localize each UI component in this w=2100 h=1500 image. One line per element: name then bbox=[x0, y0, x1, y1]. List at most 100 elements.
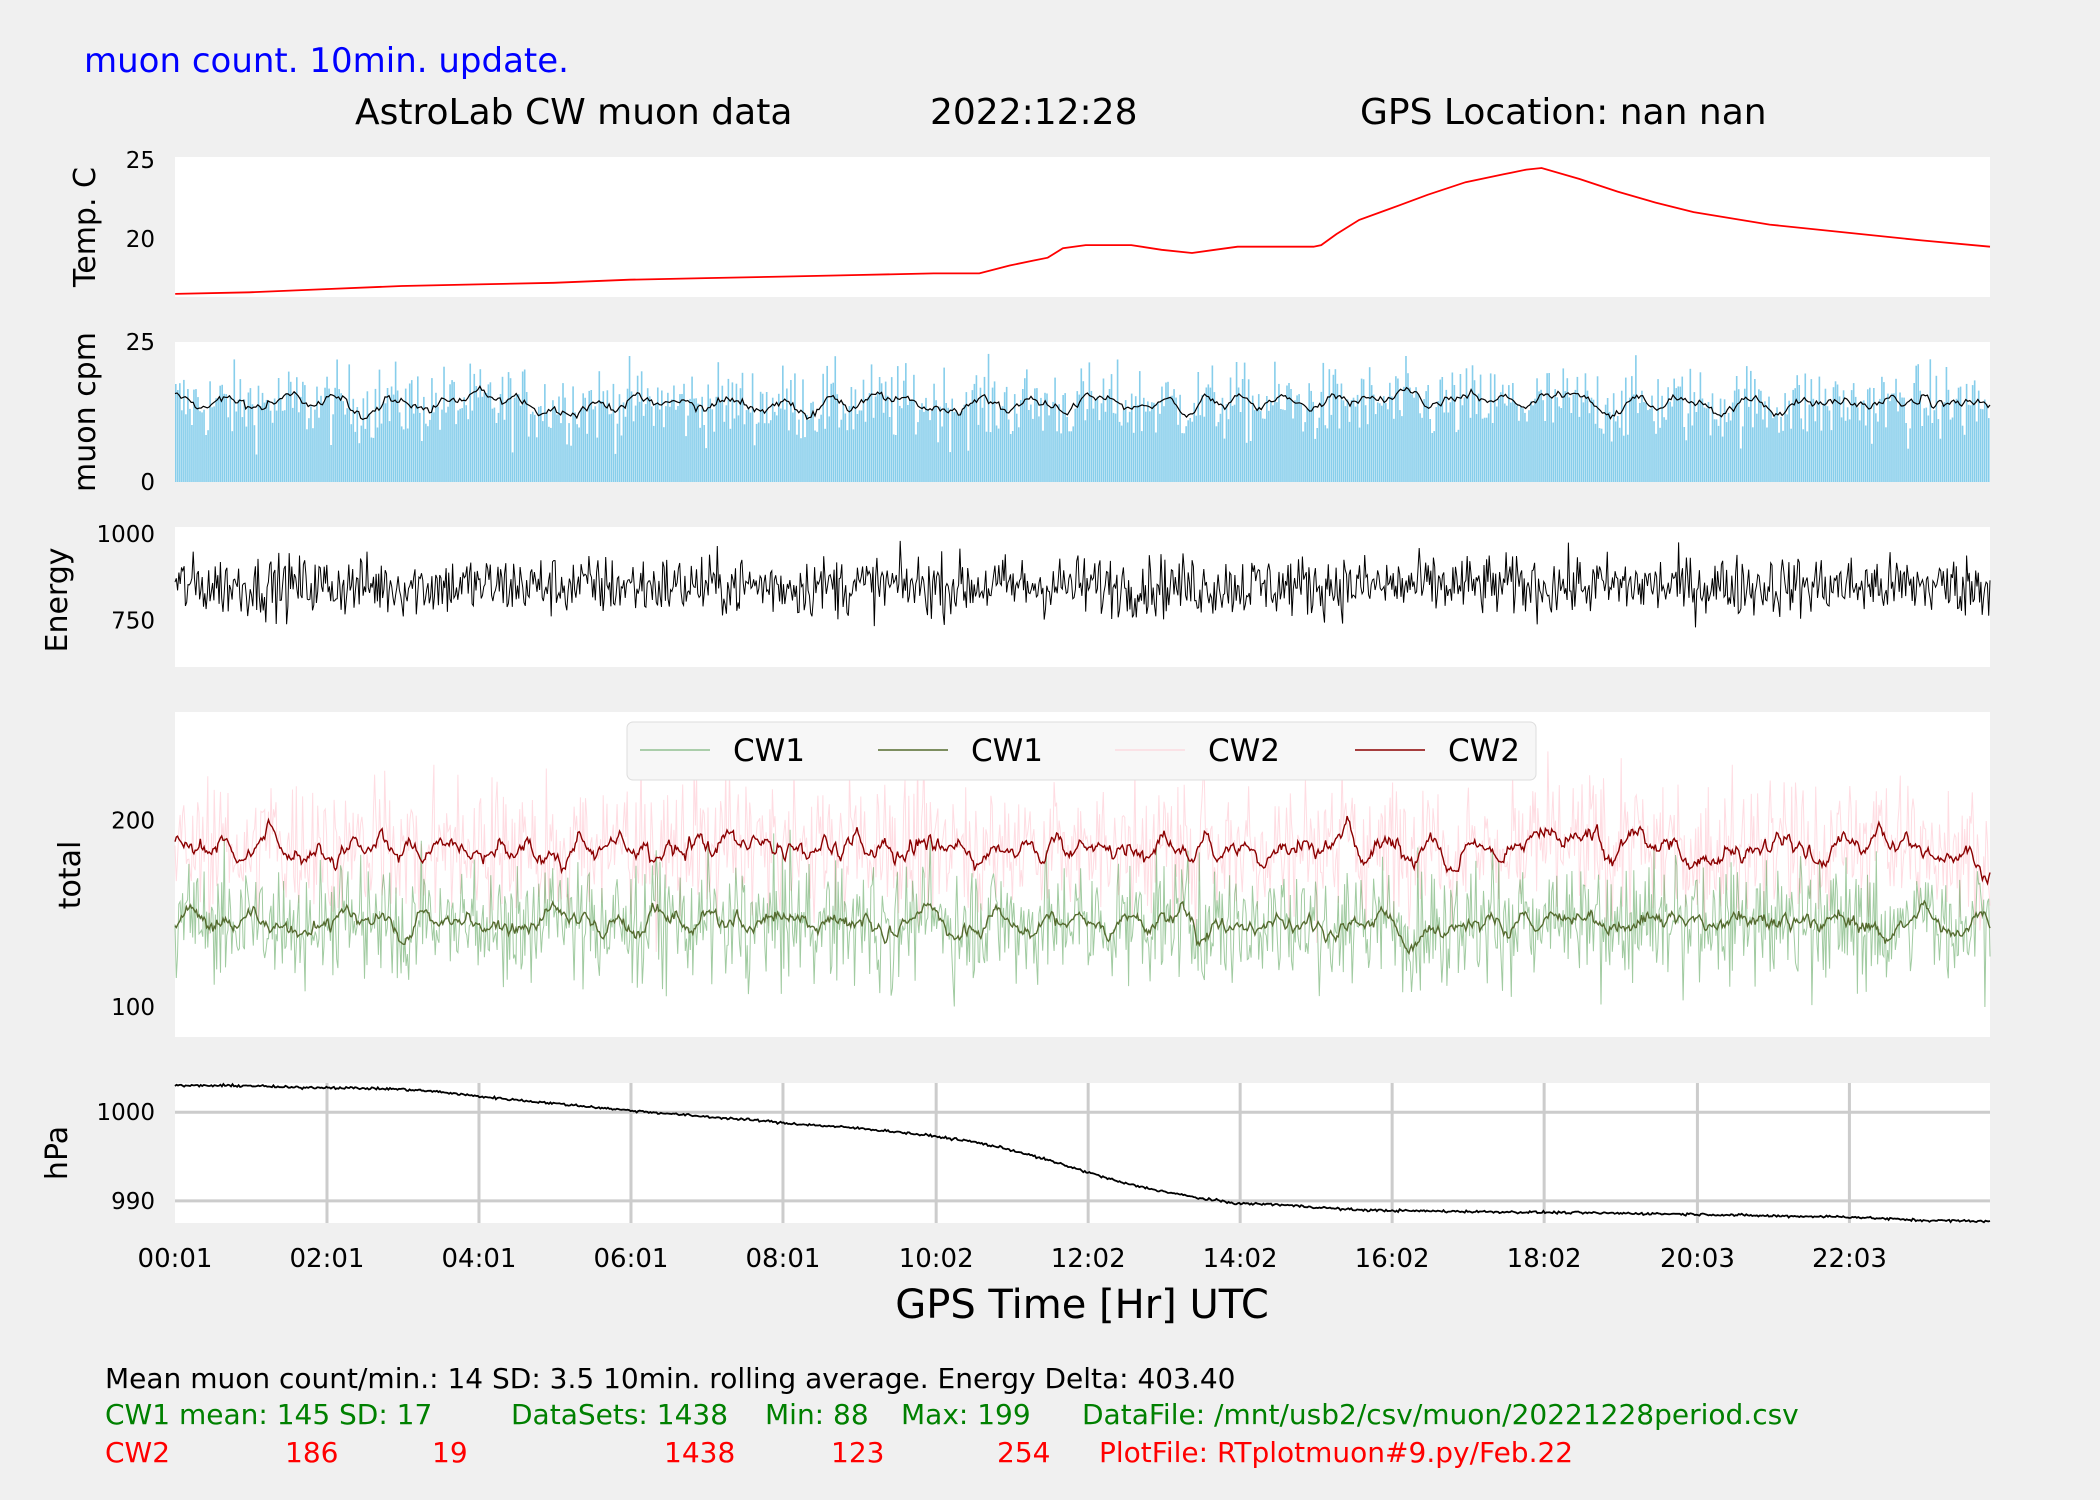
cpm-bar bbox=[1328, 369, 1331, 482]
cpm-bar bbox=[1677, 386, 1680, 482]
cpm-bar bbox=[1836, 384, 1839, 482]
cpm-bar bbox=[608, 414, 611, 482]
cpm-bar bbox=[753, 445, 756, 482]
cpm-bar bbox=[1316, 428, 1319, 482]
cpm-bar bbox=[582, 393, 584, 482]
cpm-bar bbox=[949, 452, 952, 482]
cpm-bar bbox=[840, 419, 843, 482]
cpm-bar bbox=[336, 359, 338, 482]
cpm-bar bbox=[723, 421, 726, 482]
cpm-bar bbox=[1550, 398, 1552, 482]
cpm-bar bbox=[1201, 395, 1204, 482]
cpm-bar bbox=[1735, 376, 1738, 482]
cpm-bar bbox=[1108, 389, 1111, 482]
cpm-bar bbox=[1798, 385, 1801, 482]
cpm-bar bbox=[1643, 402, 1645, 482]
cpm-bar bbox=[1284, 410, 1286, 482]
cpm-bar bbox=[302, 381, 304, 482]
cpm-bar bbox=[340, 393, 342, 482]
cpm-bar bbox=[1155, 432, 1157, 482]
cpm-bar bbox=[846, 430, 849, 482]
cpm-bar bbox=[1568, 397, 1571, 482]
cpm-bar bbox=[259, 406, 262, 482]
cpm-bar bbox=[1570, 413, 1573, 482]
cpm-bar bbox=[241, 417, 244, 482]
cpm-bar bbox=[1725, 422, 1728, 482]
cpm-bar bbox=[1514, 402, 1516, 482]
cpm-bar bbox=[1017, 427, 1020, 482]
cpm-bar bbox=[965, 392, 968, 482]
cpm-bar bbox=[1610, 441, 1613, 482]
cpm-bar bbox=[1510, 402, 1512, 482]
cpm-bar bbox=[1949, 419, 1952, 482]
cpm-bar bbox=[501, 376, 504, 482]
cpm-bar bbox=[1120, 425, 1123, 482]
cpm-bar bbox=[759, 391, 762, 482]
cpm-bar bbox=[1165, 382, 1167, 482]
cpm-bar bbox=[642, 415, 645, 482]
cpm-bar bbox=[1207, 384, 1210, 482]
cw1-average-line bbox=[174, 899, 1991, 956]
cpm-bar bbox=[1501, 384, 1504, 482]
cpm-bar bbox=[743, 424, 746, 482]
cpm-bar bbox=[659, 409, 661, 482]
cpm-bar bbox=[784, 409, 786, 482]
cpm-bar bbox=[1419, 413, 1421, 482]
cpm-bar bbox=[812, 401, 814, 482]
cpm-bar bbox=[1699, 372, 1702, 482]
cpm-bar bbox=[1453, 385, 1456, 482]
cpm-bar bbox=[1374, 414, 1377, 482]
cpm-bar bbox=[905, 363, 907, 482]
cpm-bar bbox=[1721, 436, 1724, 482]
cpm-bar bbox=[1673, 378, 1675, 482]
cpm-bar bbox=[1826, 406, 1829, 482]
cpm-bar bbox=[1399, 410, 1401, 482]
cpm-bar bbox=[1606, 398, 1609, 482]
cpm-bar bbox=[935, 400, 937, 482]
cpm-bar bbox=[1953, 401, 1956, 482]
cpm-bar bbox=[265, 399, 268, 482]
cpm-bar bbox=[1752, 427, 1754, 482]
cpm-bar bbox=[701, 396, 703, 482]
cpm-bar bbox=[947, 407, 949, 482]
cpm-bar bbox=[719, 403, 722, 482]
cpm-bar bbox=[729, 428, 732, 482]
cpm-bar bbox=[884, 381, 887, 482]
cpm-bar bbox=[513, 397, 516, 482]
cpm-bar bbox=[1280, 409, 1282, 482]
cpm-bar bbox=[707, 384, 710, 482]
cpm-bar bbox=[802, 379, 804, 482]
cpm-bar bbox=[1040, 397, 1042, 482]
cpm-bar bbox=[177, 390, 179, 482]
cpm-bar bbox=[673, 385, 675, 482]
cpm-bar bbox=[1264, 418, 1266, 482]
cpm-bar bbox=[971, 390, 974, 482]
cpm-bar bbox=[568, 423, 570, 482]
cpm-bar bbox=[1973, 380, 1976, 482]
cpm-bar bbox=[346, 408, 349, 482]
cpm-bar bbox=[1336, 383, 1339, 482]
cpm-bar bbox=[207, 430, 209, 482]
cpm-bar bbox=[1965, 383, 1968, 482]
cpm-bar bbox=[521, 371, 524, 482]
cpm-bar bbox=[1433, 431, 1436, 482]
cpm-bar bbox=[1153, 402, 1155, 482]
cpm-bar bbox=[1215, 426, 1218, 482]
cpm-bar bbox=[1447, 412, 1450, 482]
cpm-bar bbox=[332, 414, 334, 482]
cpm-bar bbox=[1124, 400, 1127, 482]
cpm-bar bbox=[477, 397, 480, 482]
cpm-bar bbox=[1128, 411, 1131, 482]
cpm-bar bbox=[203, 409, 205, 482]
cpm-bar bbox=[777, 393, 780, 482]
cpm-bar bbox=[1512, 383, 1514, 482]
cpm-bar bbox=[376, 427, 379, 482]
cpm-bar bbox=[874, 396, 877, 482]
cpm-bar bbox=[1939, 438, 1942, 482]
cpm-bar bbox=[1681, 376, 1684, 482]
cpm-bar bbox=[763, 423, 766, 482]
cpm-bar bbox=[1338, 428, 1341, 482]
cpm-bar bbox=[1883, 382, 1885, 482]
cpm-bar bbox=[352, 398, 355, 482]
cpm-bar bbox=[1937, 419, 1940, 482]
